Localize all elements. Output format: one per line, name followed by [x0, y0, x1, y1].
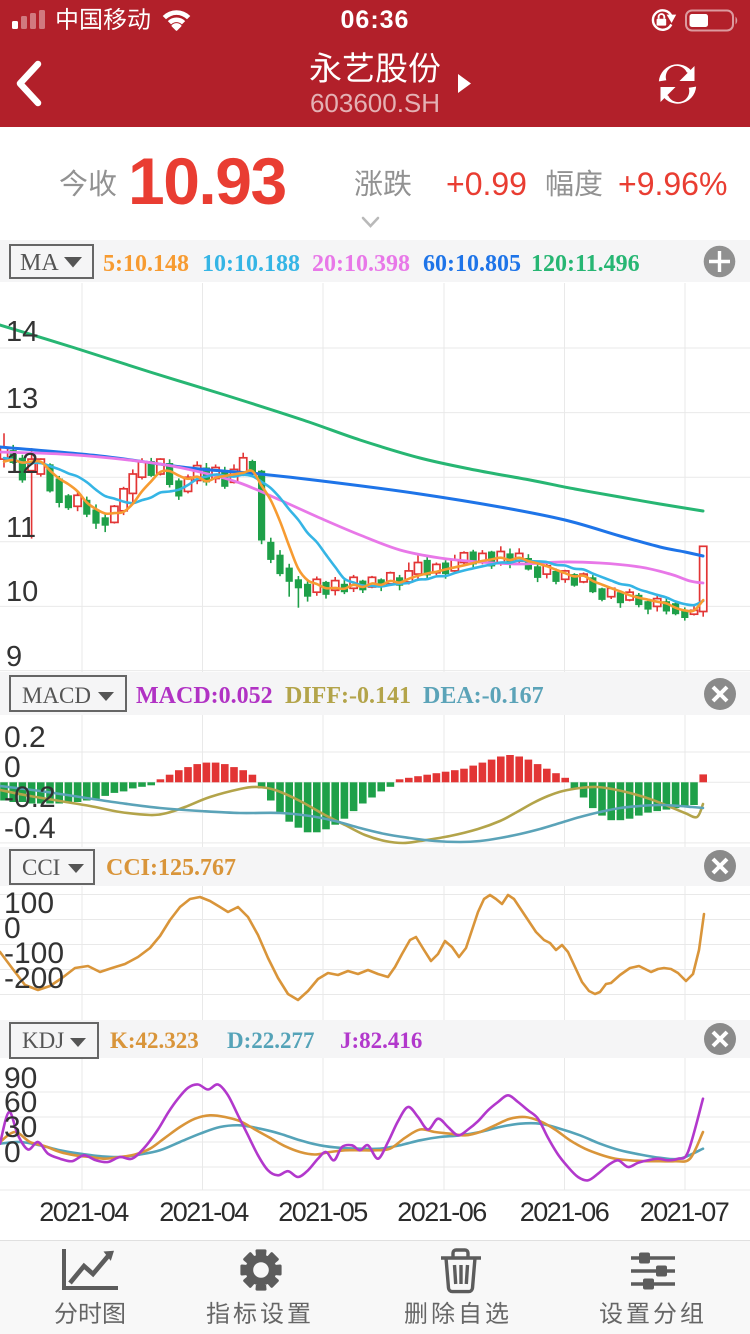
svg-text:2021-05: 2021-05	[278, 1197, 367, 1227]
svg-text:14: 14	[6, 316, 38, 348]
svg-text:9: 9	[6, 641, 22, 673]
svg-text:60:10.805: 60:10.805	[423, 251, 521, 277]
svg-text:J:82.416: J:82.416	[340, 1028, 422, 1053]
svg-text:-100: -100	[4, 937, 64, 970]
svg-text:90: 90	[4, 1062, 37, 1095]
svg-text:D:22.277: D:22.277	[227, 1028, 315, 1053]
svg-text:100: 100	[4, 887, 54, 920]
svg-text:2021-04: 2021-04	[39, 1197, 129, 1227]
svg-text:0: 0	[4, 751, 21, 784]
svg-text:-0.2: -0.2	[4, 781, 56, 814]
svg-text:10: 10	[6, 576, 38, 608]
svg-text:CCI: CCI	[22, 855, 60, 880]
svg-text:2021-06: 2021-06	[397, 1197, 486, 1227]
svg-text:KDJ: KDJ	[22, 1028, 64, 1053]
svg-text:K:42.323: K:42.323	[110, 1028, 199, 1053]
svg-text:0.2: 0.2	[4, 721, 46, 754]
svg-text:11: 11	[6, 512, 36, 544]
svg-text:CCI:125.767: CCI:125.767	[106, 855, 236, 881]
svg-text:2021-06: 2021-06	[520, 1197, 609, 1227]
svg-text:2021-04: 2021-04	[159, 1197, 249, 1227]
svg-text:MACD: MACD	[22, 683, 91, 708]
svg-text:DIFF:-0.141: DIFF:-0.141	[285, 683, 411, 709]
svg-text:5:10.148: 5:10.148	[103, 251, 189, 277]
svg-text:0: 0	[4, 912, 21, 945]
svg-text:+0.99: +0.99	[446, 166, 527, 202]
svg-text:-200: -200	[4, 962, 64, 995]
svg-text:DEA:-0.167: DEA:-0.167	[423, 683, 544, 709]
svg-text:20:10.398: 20:10.398	[312, 251, 410, 277]
svg-text:120:11.496: 120:11.496	[531, 251, 640, 277]
svg-text:MA: MA	[20, 250, 59, 276]
svg-text:12: 12	[6, 448, 38, 480]
svg-text:13: 13	[6, 383, 38, 415]
svg-text:10:10.188: 10:10.188	[202, 251, 300, 277]
svg-text:MACD:0.052: MACD:0.052	[136, 683, 273, 709]
svg-text:10.93: 10.93	[128, 144, 286, 218]
svg-text:603600.SH: 603600.SH	[310, 88, 440, 118]
svg-text:2021-07: 2021-07	[640, 1197, 729, 1227]
svg-text:60: 60	[4, 1086, 37, 1119]
svg-text:30: 30	[4, 1111, 37, 1144]
svg-text:0: 0	[4, 1136, 21, 1169]
svg-text:-0.4: -0.4	[4, 812, 56, 845]
svg-text:06:36: 06:36	[341, 6, 410, 34]
svg-text:+9.96%: +9.96%	[618, 166, 727, 202]
